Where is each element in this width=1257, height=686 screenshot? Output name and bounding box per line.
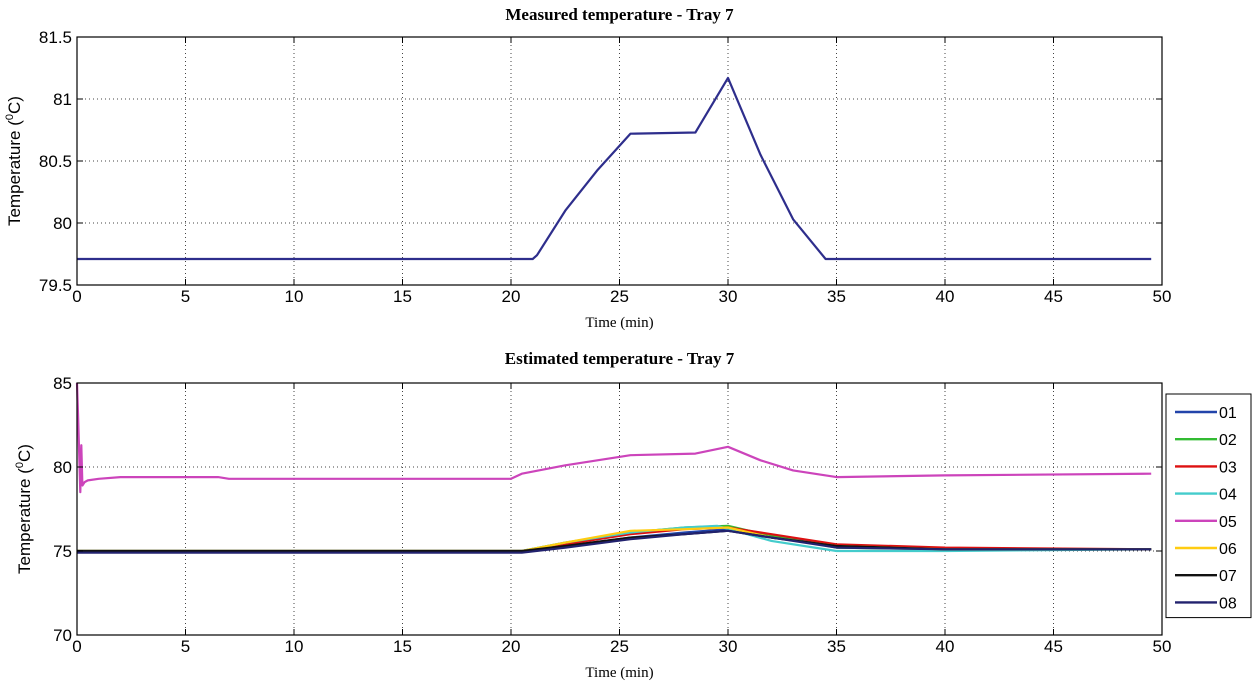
- legend-label-04: 04: [1219, 487, 1237, 504]
- bottom-plot-area: [77, 383, 1162, 635]
- top-chart-title: Measured temperature - Tray 7: [505, 5, 734, 24]
- top-x-tick-label: 50: [1153, 287, 1172, 306]
- bottom-x-tick-label: 20: [502, 637, 521, 656]
- bottom-y-tick-label: 85: [53, 374, 72, 393]
- legend-label-02: 02: [1219, 432, 1237, 449]
- top-x-tick-label: 40: [936, 287, 955, 306]
- top-y-tick-label: 79.5: [39, 276, 72, 295]
- top-x-tick-label: 10: [285, 287, 304, 306]
- top-x-tick-label: 30: [719, 287, 738, 306]
- bottom-y-tick-label: 80: [53, 458, 72, 477]
- legend-label-01: 01: [1219, 405, 1237, 422]
- legend-label-03: 03: [1219, 459, 1237, 476]
- bottom-x-tick-label: 10: [285, 637, 304, 656]
- legend-label-08: 08: [1219, 595, 1237, 612]
- legend-label-05: 05: [1219, 514, 1237, 531]
- bottom-legend: 01 02 03 04 05 06 07 08: [1165, 393, 1252, 619]
- top-x-tick-label: 25: [610, 287, 629, 306]
- bottom-x-tick-label: 45: [1044, 637, 1063, 656]
- bottom-y-axis-label: Temperature (0C): [14, 444, 34, 574]
- top-y-tick-label: 80.5: [39, 152, 72, 171]
- top-series-line-0: [77, 76, 1152, 261]
- top-chart: 0 5 10 15 20 25 30 35 40 45 50 79.5 80 80.5 81 81.5 Meas…: [4, 5, 1171, 331]
- top-x-tick-label: 5: [181, 287, 190, 306]
- bottom-y-tick-label: 75: [53, 542, 72, 561]
- bottom-x-tick-label: 25: [610, 637, 629, 656]
- bottom-chart-title: Estimated temperature - Tray 7: [505, 349, 735, 368]
- bottom-x-tick-label: 50: [1153, 637, 1172, 656]
- top-x-tick-label: 45: [1044, 287, 1063, 306]
- top-x-tick-label: 15: [393, 287, 412, 306]
- bottom-x-tick-label: 40: [936, 637, 955, 656]
- bottom-x-axis-label: Time (min): [585, 665, 653, 681]
- bottom-x-tick-label: 5: [181, 637, 190, 656]
- legend-box: [1165, 393, 1252, 619]
- bottom-x-tick-label: 35: [827, 637, 846, 656]
- top-x-tick-label: 35: [827, 287, 846, 306]
- top-y-tick-label: 80: [53, 214, 72, 233]
- legend-label-07: 07: [1219, 568, 1237, 585]
- bottom-series-line-08: [77, 529, 1152, 554]
- bottom-y-tick-label: 70: [53, 626, 72, 645]
- bottom-x-tick-label: 30: [719, 637, 738, 656]
- top-y-tick-label: 81: [53, 90, 72, 109]
- top-x-tick-label: 20: [502, 287, 521, 306]
- bottom-series-line-05: [75, 382, 1152, 494]
- bottom-x-tick-label: 15: [393, 637, 412, 656]
- bottom-x-tick-label: 0: [72, 637, 81, 656]
- top-y-tick-label: 81.5: [39, 28, 72, 47]
- top-y-axis-label: Temperature (0C): [4, 96, 24, 226]
- legend-label-06: 06: [1219, 541, 1237, 558]
- top-x-tick-label: 0: [72, 287, 81, 306]
- top-x-axis-label: Time (min): [585, 315, 653, 331]
